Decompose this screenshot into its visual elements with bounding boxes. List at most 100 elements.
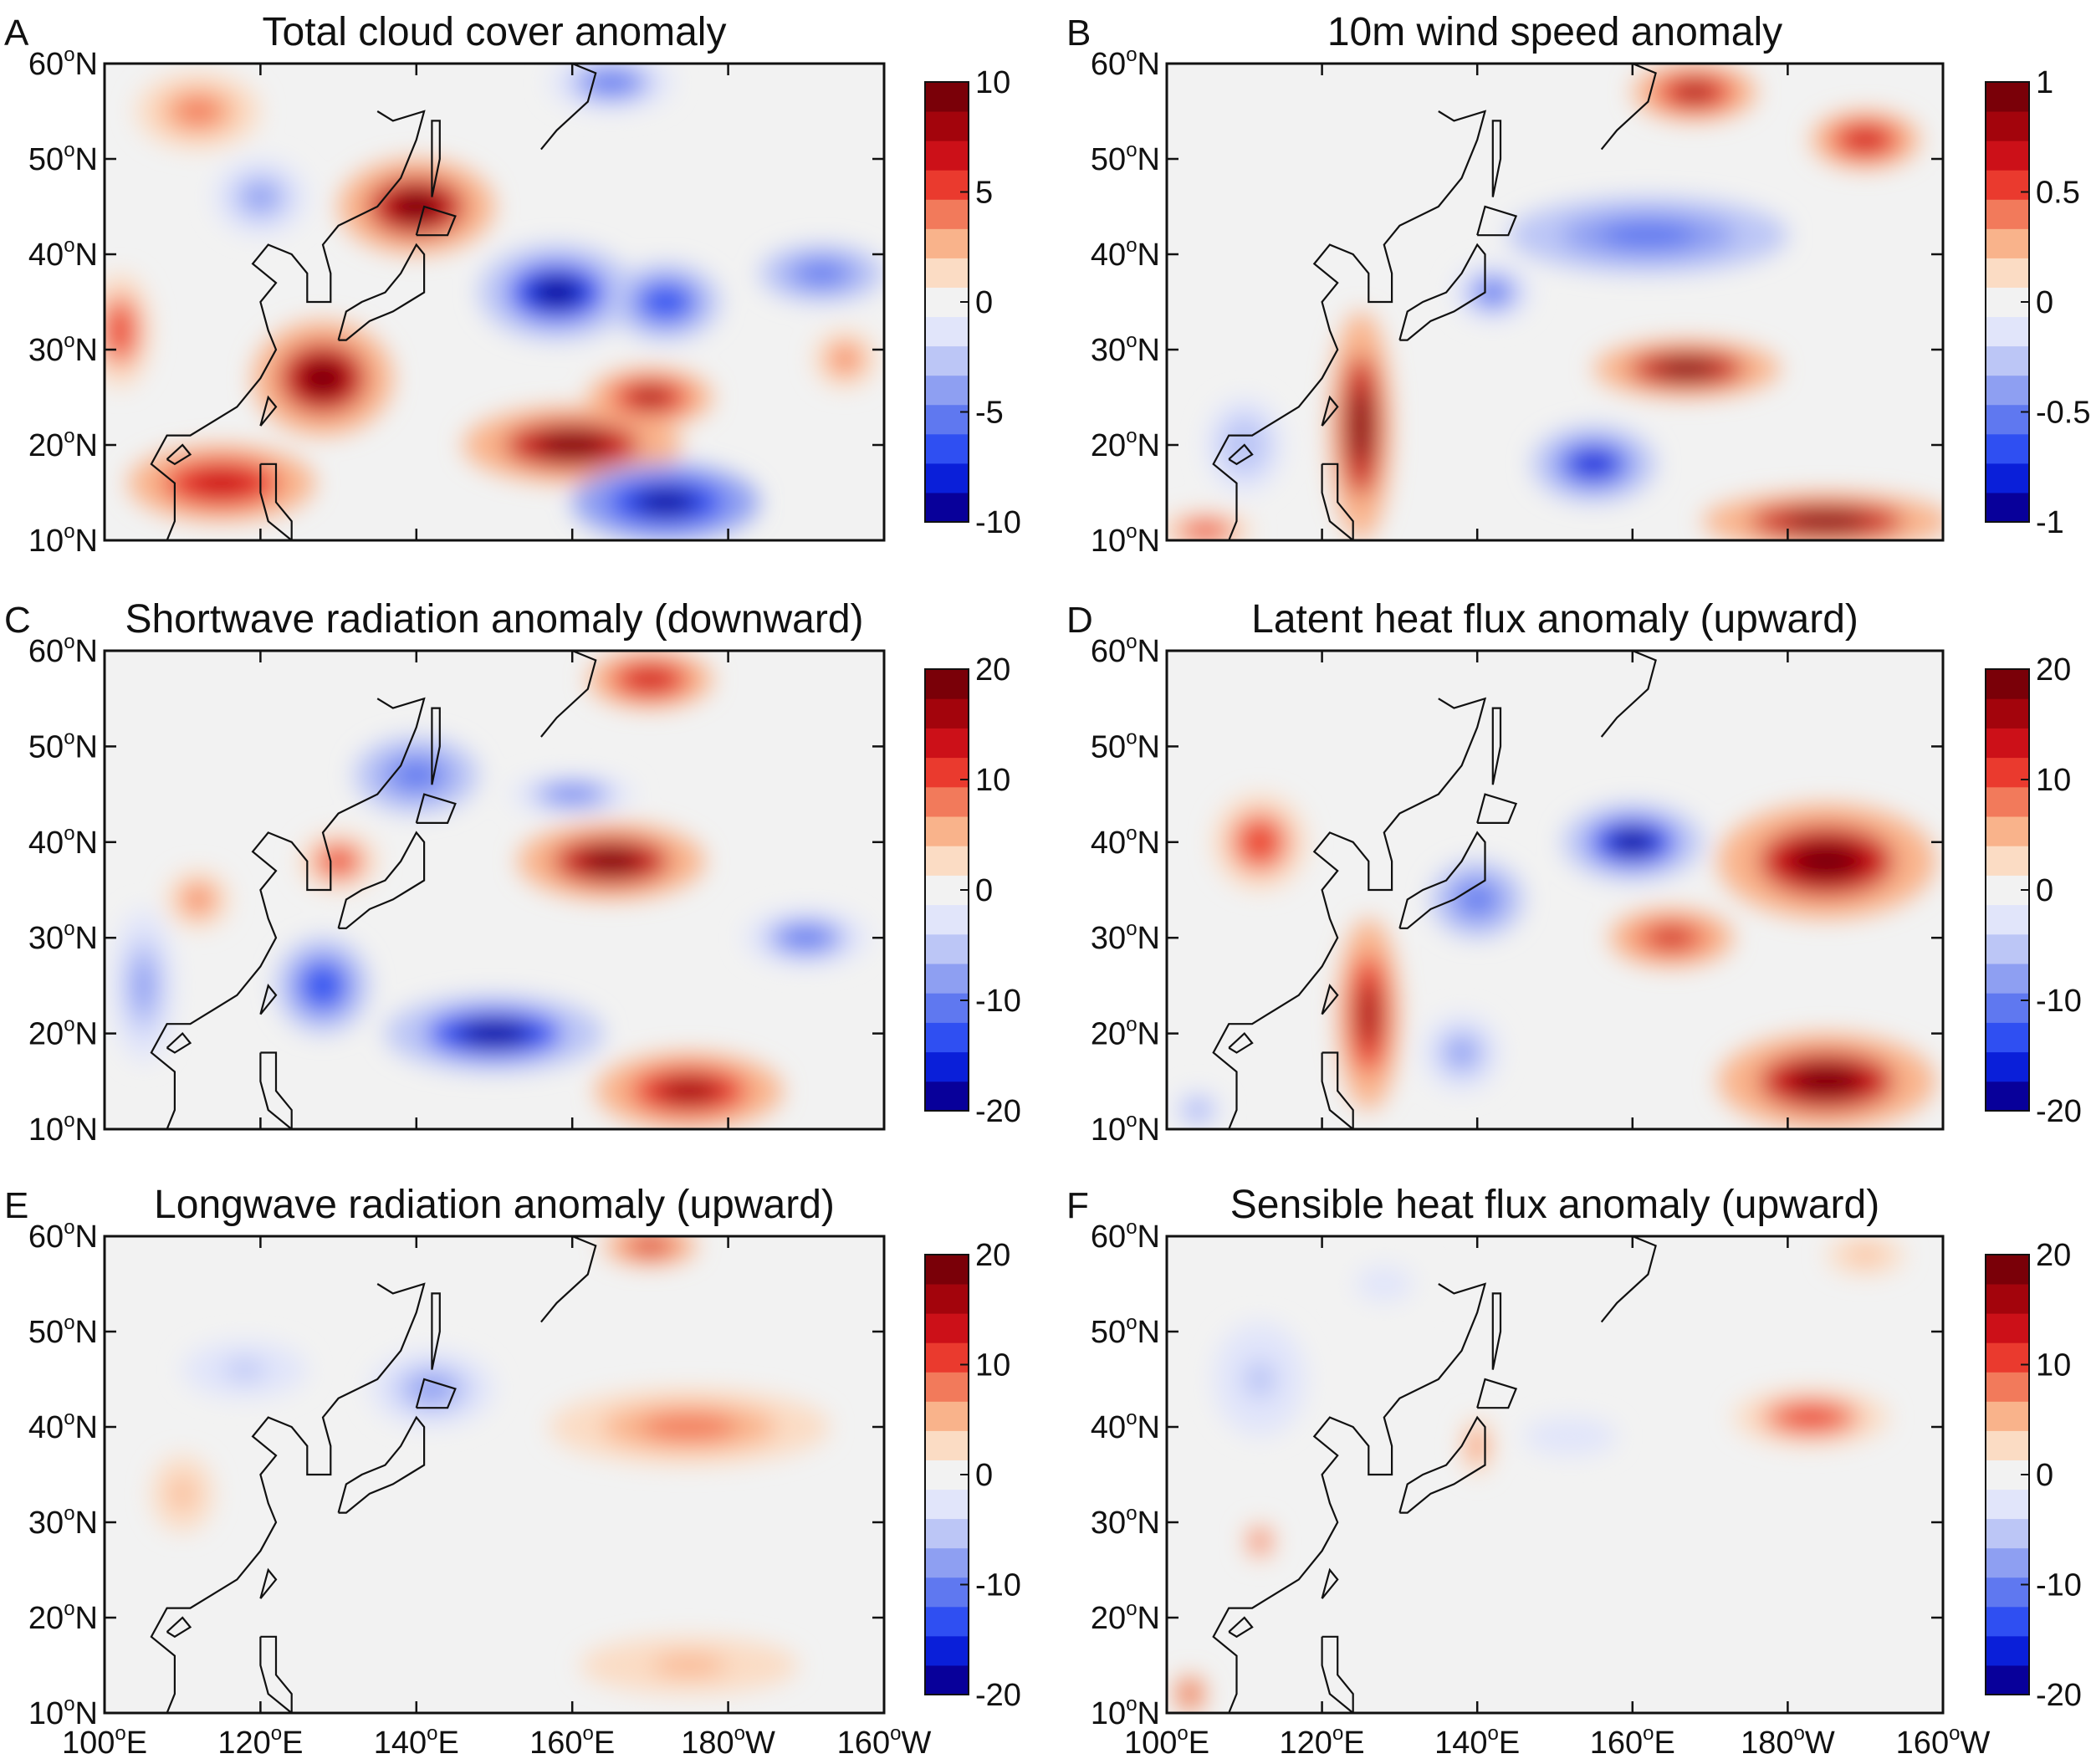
anomaly-feature bbox=[1255, 1535, 1265, 1548]
colorbar-segment bbox=[1986, 258, 2029, 288]
coastline-asia bbox=[150, 110, 426, 540]
colorbar-segment bbox=[1986, 199, 2029, 229]
anomaly-field bbox=[1167, 651, 1943, 1129]
coastline-taiwan bbox=[1321, 1567, 1339, 1599]
colorbar-segment bbox=[925, 1635, 969, 1666]
coastline-asia bbox=[150, 1282, 426, 1713]
colorbar-segment bbox=[1986, 141, 2029, 171]
anomaly-feature bbox=[1572, 451, 1615, 478]
colorbar-segment bbox=[925, 1255, 969, 1285]
coastline-kamchatka bbox=[1600, 651, 1657, 738]
colorbar-segment bbox=[925, 82, 969, 112]
colorbar-segment bbox=[925, 1606, 969, 1637]
y-tick-label: 40oN bbox=[28, 234, 98, 273]
coastline-taiwan bbox=[1321, 395, 1339, 427]
colorbar-segment bbox=[925, 1547, 969, 1578]
panel-letter: F bbox=[1066, 1185, 1089, 1226]
anomaly-feature bbox=[529, 276, 584, 309]
anomaly-field bbox=[1167, 64, 1943, 540]
colorbar-segment bbox=[925, 816, 969, 846]
coastline-japan bbox=[337, 831, 426, 929]
colorbar-tick-label: 0 bbox=[975, 873, 993, 908]
colorbar-tick-label: 0 bbox=[2036, 285, 2053, 320]
anomaly-feature bbox=[629, 387, 672, 407]
y-tick-label: 50oN bbox=[1091, 1311, 1160, 1350]
colorbar-segment bbox=[1986, 846, 2029, 876]
y-tick-label: 40oN bbox=[1091, 234, 1160, 273]
panel-C: C Shortwave radiation anomaly (downward) 6… bbox=[4, 597, 1021, 1148]
anomaly-feature bbox=[1608, 829, 1657, 856]
y-tick-label: 40oN bbox=[1091, 1407, 1160, 1445]
anomaly-feature bbox=[534, 432, 610, 458]
anomaly-feature bbox=[109, 310, 131, 350]
anomaly-feature bbox=[629, 669, 672, 689]
anomaly-feature bbox=[1184, 1687, 1196, 1700]
anomaly-feature bbox=[1649, 928, 1693, 948]
anomaly-feature bbox=[657, 1077, 722, 1104]
colorbar-segment bbox=[1986, 757, 2029, 788]
colorbar-segment bbox=[1986, 964, 2029, 994]
coastline bbox=[150, 651, 597, 1129]
coastline-philippines bbox=[1321, 1051, 1354, 1129]
colorbar-tick-label: -1 bbox=[2036, 505, 2064, 540]
y-tick-label: 30oN bbox=[1091, 1502, 1160, 1541]
colorbar-segment bbox=[925, 228, 969, 258]
colorbar-tick-label: -0.5 bbox=[2036, 396, 2090, 431]
anomaly-feature bbox=[634, 488, 698, 515]
y-tick-label: 50oN bbox=[28, 726, 98, 764]
y-tick-label: 10oN bbox=[28, 1109, 98, 1148]
anomaly-feature bbox=[834, 349, 856, 370]
colorbar-tick-label: -5 bbox=[975, 396, 1004, 431]
y-tick-label: 50oN bbox=[28, 139, 98, 177]
coastline-japan bbox=[337, 243, 426, 341]
panel-letter: D bbox=[1066, 600, 1093, 641]
y-tick-label: 30oN bbox=[1091, 330, 1160, 368]
x-tick-label: 140oE bbox=[374, 1722, 459, 1761]
coastline-hokkaido bbox=[1476, 1378, 1518, 1409]
colorbar-segment bbox=[925, 757, 969, 788]
colorbar-tick-label: 0 bbox=[2036, 1458, 2053, 1493]
colorbar-segment bbox=[1986, 993, 2029, 1023]
anomaly-feature bbox=[187, 889, 209, 910]
y-tick-label: 40oN bbox=[1091, 822, 1160, 861]
anomaly-feature bbox=[1789, 841, 1863, 882]
anomaly-feature bbox=[299, 358, 347, 398]
colorbar-segment bbox=[1986, 816, 2029, 846]
x-tick-label: 160oW bbox=[837, 1722, 932, 1761]
colorbar-segment bbox=[1986, 1372, 2029, 1402]
anomaly-field bbox=[105, 1236, 884, 1713]
colorbar-segment bbox=[1986, 1022, 2029, 1053]
colorbar-segment bbox=[1986, 1313, 2029, 1343]
anomaly-feature bbox=[223, 1359, 267, 1380]
anomaly-feature bbox=[1784, 511, 1869, 531]
anomaly-feature bbox=[176, 98, 220, 125]
colorbar-tick-label: 20 bbox=[975, 1238, 1010, 1273]
colorbar-tick-label: 20 bbox=[975, 652, 1010, 688]
panel-B: B 10m wind speed anomaly 60oN 50oN 40oN 30oN 2… bbox=[1066, 10, 2090, 559]
anomaly-field bbox=[105, 64, 884, 540]
colorbar-segment bbox=[1986, 1577, 2029, 1608]
y-tick-label: 30oN bbox=[28, 1502, 98, 1541]
colorbar-segment bbox=[1986, 345, 2029, 376]
colorbar-segment bbox=[925, 1342, 969, 1373]
anomaly-blobs bbox=[1174, 1236, 1904, 1713]
panel-letter: A bbox=[4, 13, 29, 54]
colorbar-segment bbox=[925, 111, 969, 141]
anomaly-feature bbox=[1479, 282, 1506, 303]
colorbar-segment bbox=[1986, 404, 2029, 435]
colorbar-segment bbox=[925, 964, 969, 994]
coastline-philippines bbox=[1321, 1635, 1354, 1713]
coastline-hokkaido bbox=[415, 205, 457, 237]
plot-frame bbox=[103, 62, 886, 542]
colorbar-segment bbox=[925, 1430, 969, 1460]
coastline-japan bbox=[1398, 1415, 1486, 1514]
anomaly-feature bbox=[1600, 222, 1696, 248]
y-tick-label: 60oN bbox=[1091, 1216, 1160, 1255]
colorbar-tick-label: -20 bbox=[2036, 1094, 2082, 1129]
y-tick-label: 40oN bbox=[28, 822, 98, 861]
colorbar-segment bbox=[925, 1664, 969, 1695]
coastline-hokkaido bbox=[1476, 205, 1518, 237]
x-tick-label: 120oE bbox=[1280, 1722, 1365, 1761]
colorbar-segment bbox=[1986, 1430, 2029, 1460]
anomaly-feature bbox=[171, 1480, 193, 1507]
